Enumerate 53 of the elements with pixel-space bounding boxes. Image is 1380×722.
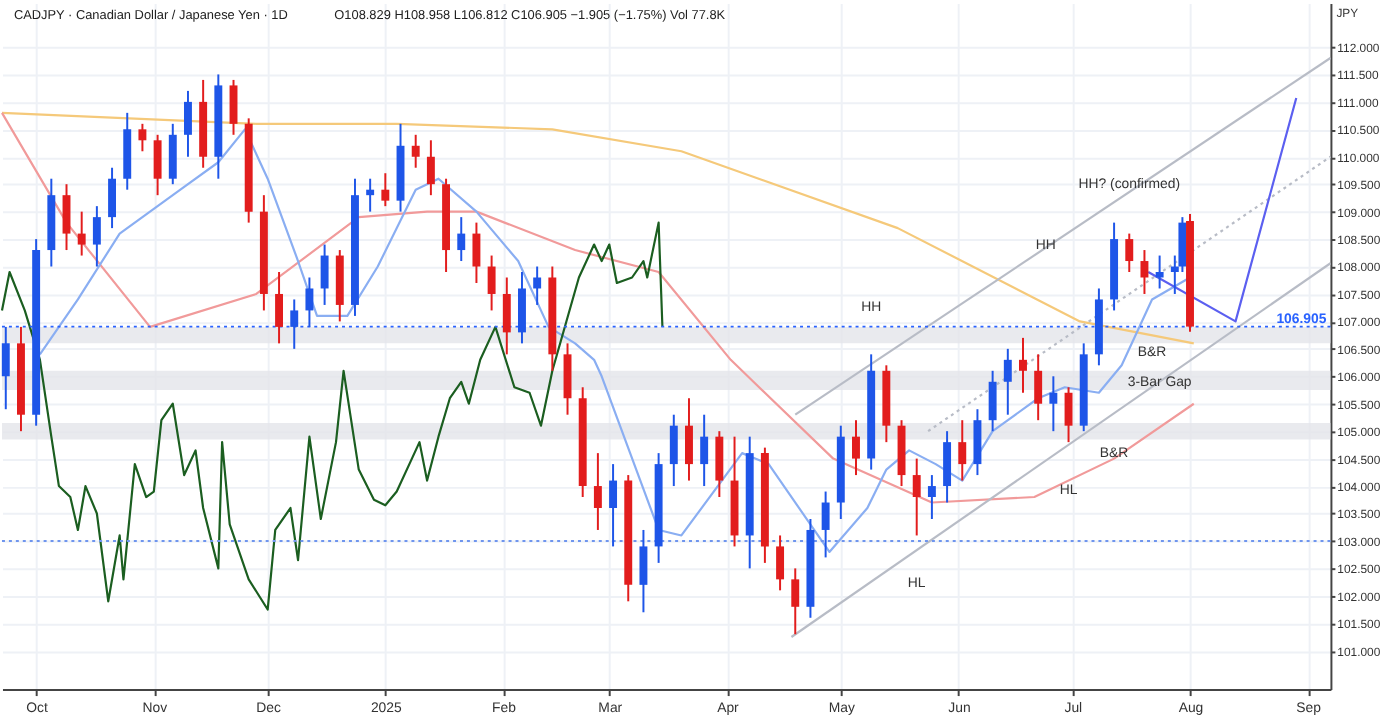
- line-series: [0, 221, 664, 611]
- candlestick: [1, 325, 10, 411]
- candlestick: [457, 216, 466, 263]
- candlestick: [593, 452, 602, 531]
- candlestick: [685, 397, 693, 482]
- candlestick: [776, 534, 785, 592]
- candlestick: [92, 205, 101, 268]
- candlestick: [62, 183, 71, 252]
- candlestick: [821, 490, 830, 559]
- candlestick: [472, 221, 481, 284]
- candlestick: [77, 210, 86, 257]
- candlestick: [138, 122, 147, 153]
- candlestick: [153, 133, 162, 197]
- candlestick: [973, 408, 982, 477]
- candlestick: [927, 474, 936, 520]
- candlestick: [1019, 336, 1027, 394]
- candlestick: [1064, 386, 1073, 444]
- candlestick: [958, 419, 967, 482]
- candlestick: [609, 463, 618, 548]
- candlestick: [320, 243, 329, 306]
- candlestick: [669, 413, 678, 488]
- candlestick: [305, 276, 314, 328]
- candlestick: [715, 430, 724, 499]
- candlestick: [852, 419, 860, 477]
- candlestick: [184, 89, 192, 158]
- candlestick: [381, 172, 390, 208]
- candlestick: [700, 413, 709, 488]
- candlestick: [1034, 353, 1043, 422]
- candlestick: [229, 78, 238, 136]
- line-series: [0, 111, 1195, 345]
- candlestick: [988, 369, 997, 433]
- candlestick: [168, 122, 177, 186]
- candlestick: [426, 139, 435, 197]
- candlestick: [1049, 375, 1058, 433]
- candlestick: [1155, 254, 1164, 290]
- candlestick: [108, 166, 117, 230]
- candlestick: [943, 430, 952, 504]
- line-series: [38, 128, 1192, 553]
- candlestick: [1140, 249, 1149, 295]
- candlestick: [275, 271, 284, 345]
- candlestick: [487, 254, 496, 312]
- candlestick: [502, 276, 511, 356]
- candlestick: [639, 528, 648, 614]
- candlestick: [533, 265, 542, 306]
- candlestick: [912, 457, 921, 537]
- candlestick: [791, 567, 800, 636]
- line-series: [0, 111, 1195, 504]
- candlestick: [518, 271, 526, 345]
- candlestick: [1125, 232, 1134, 273]
- candlestick: [1003, 347, 1012, 416]
- candlestick: [411, 133, 420, 169]
- candlestick: [366, 177, 375, 213]
- candlestick: [290, 298, 299, 350]
